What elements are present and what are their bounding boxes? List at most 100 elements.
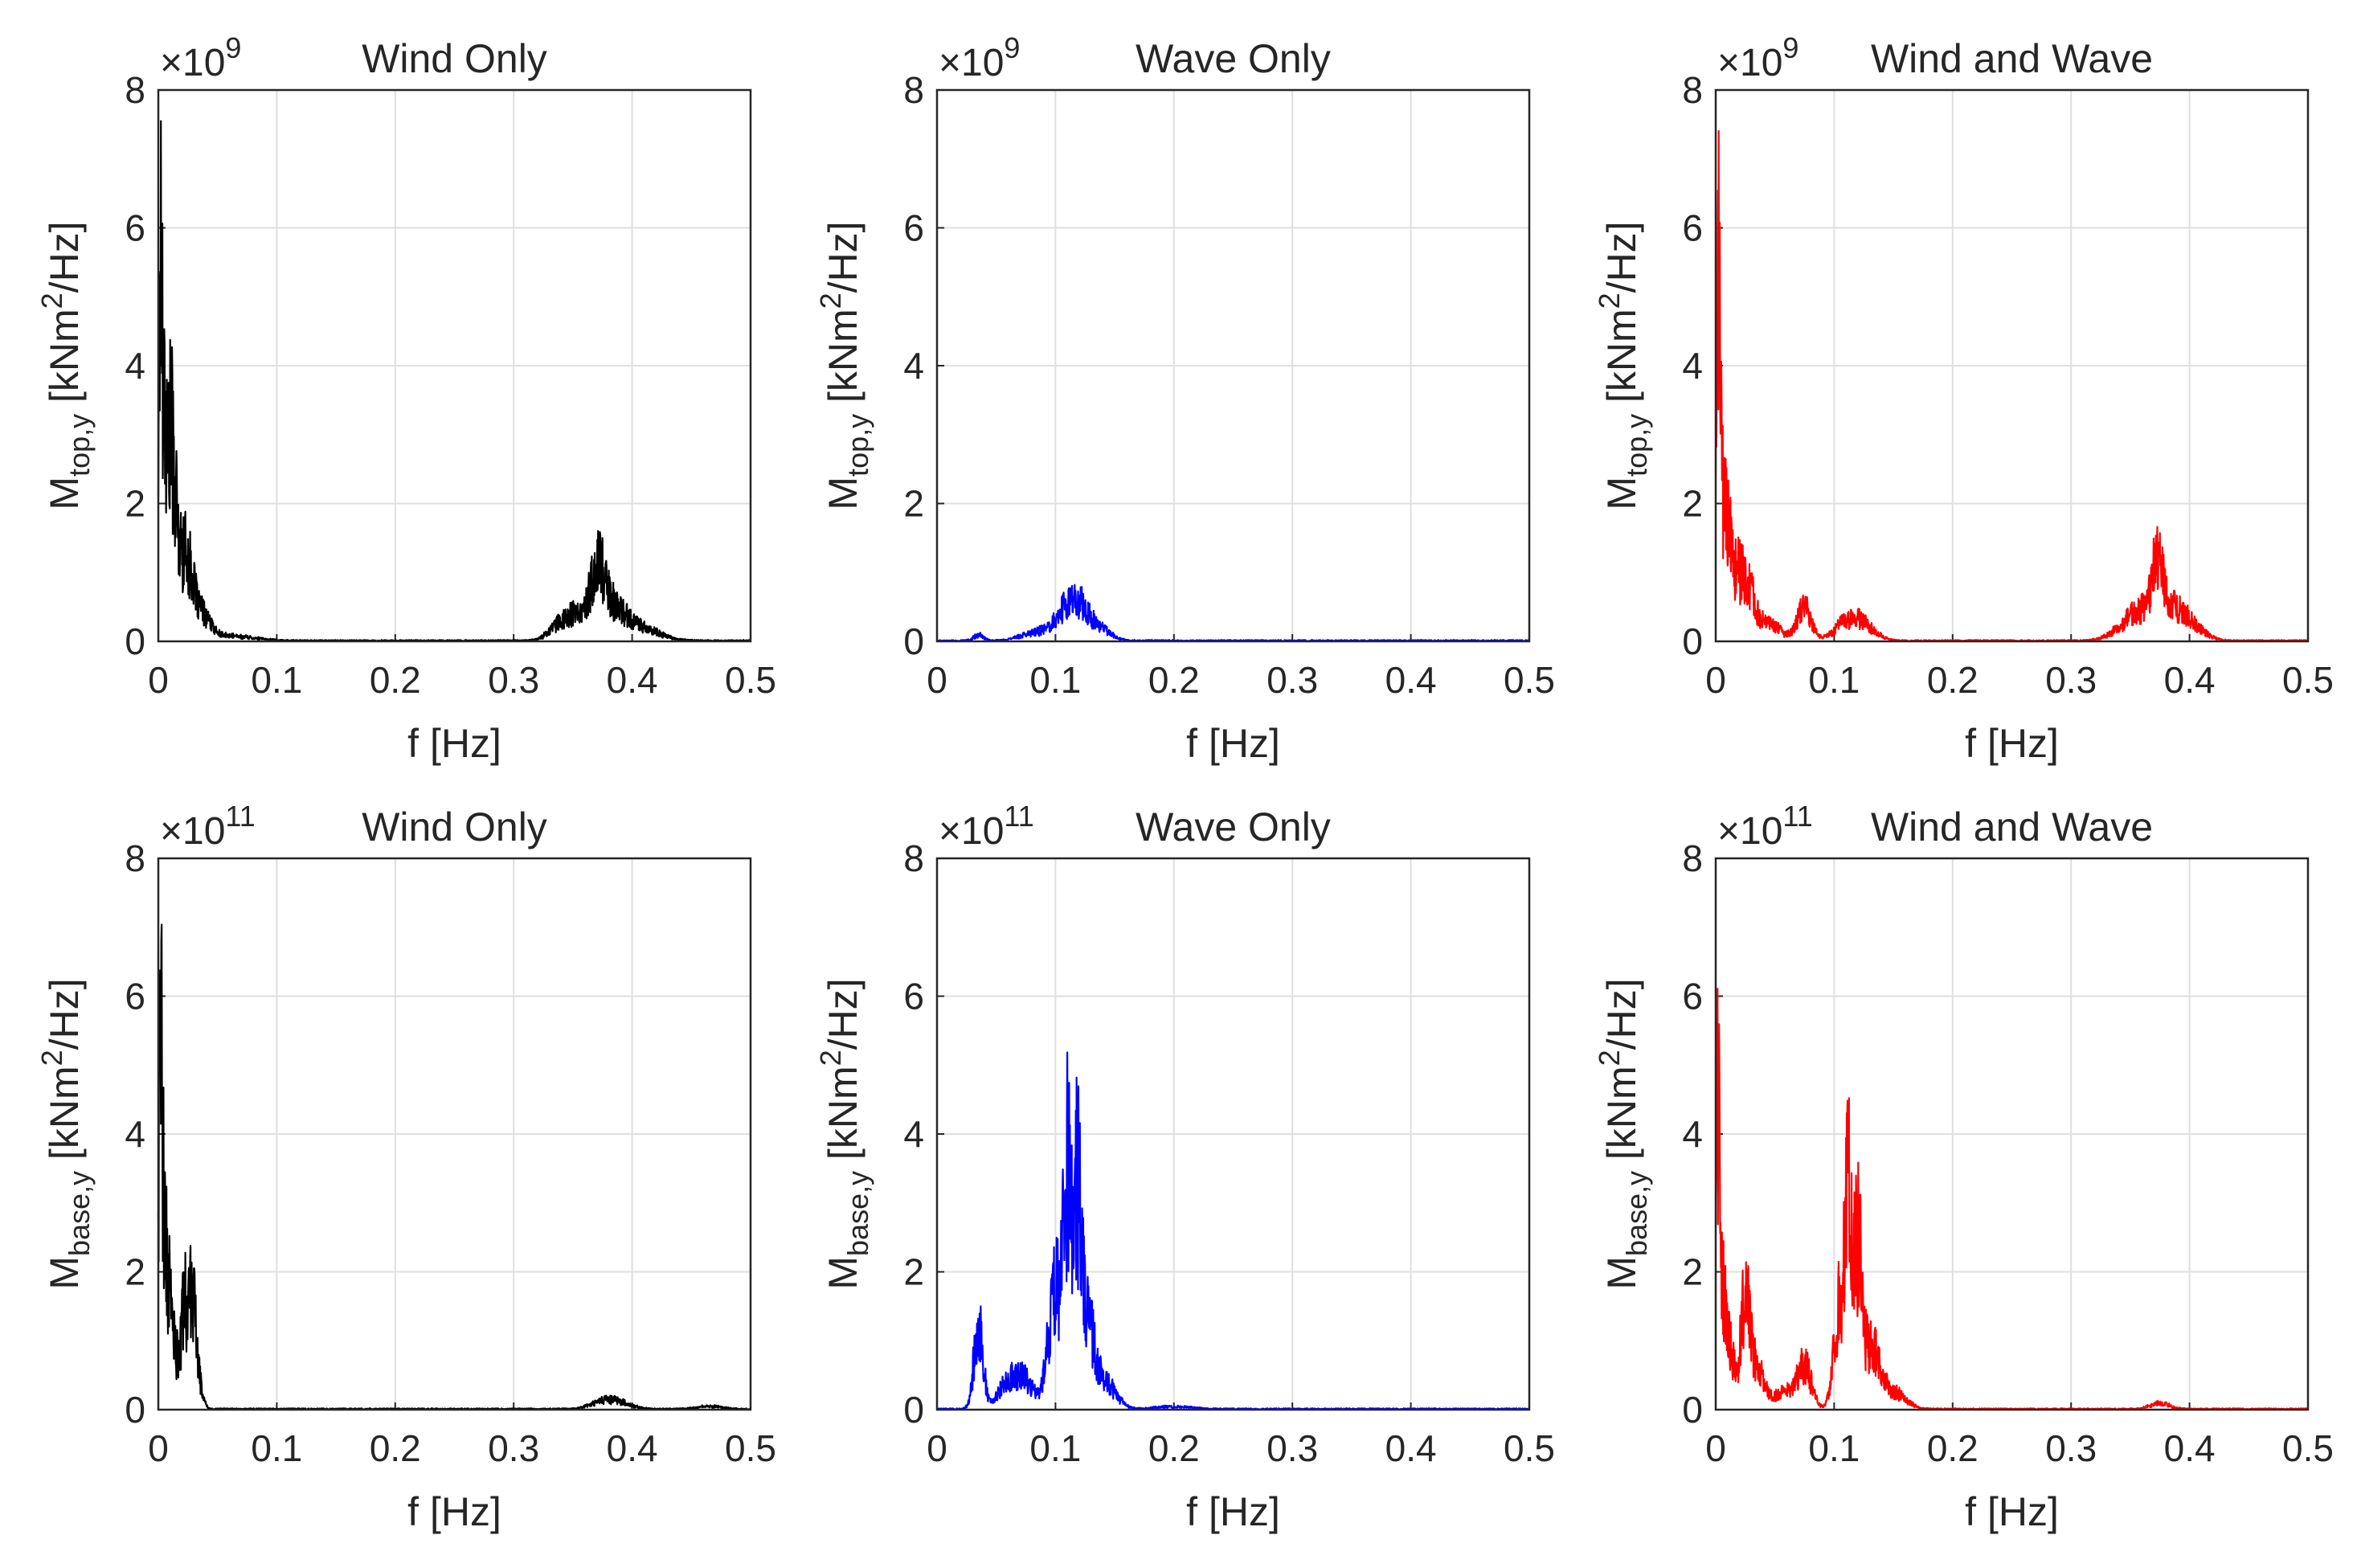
chart-panel-r1c2: 0 0.1 0.2 0.3 0.4 0.5 0 2 4 6 8 Wave Only ×109 f [Hz]…	[814, 31, 1555, 766]
axes-box	[935, 857, 1531, 1411]
x-tick-label: 0.4	[607, 659, 658, 701]
spectrum-series-line	[157, 120, 751, 643]
y-tick-label: 2	[1682, 483, 1703, 525]
x-tick-label: 0.2	[1927, 1427, 1978, 1469]
x-tick-label: 0.1	[1029, 1427, 1081, 1469]
y-tick-label: 8	[1682, 69, 1703, 111]
chart-title: Wave Only	[1136, 804, 1331, 850]
chart-title: Wind and Wave	[1871, 36, 2153, 81]
axes-box	[1714, 857, 2310, 1411]
x-tick-label: 0.4	[607, 1427, 658, 1469]
y-tick-label: 6	[1682, 976, 1703, 1017]
y-tick-label: 2	[125, 483, 145, 525]
x-tick-label: 0.5	[2282, 659, 2334, 701]
chart-title: Wave Only	[1136, 36, 1331, 81]
y-axis-label: Mbase,y [kNm2/Hz]	[814, 978, 874, 1289]
chart-panel-r1c1: 0 0.1 0.2 0.3 0.4 0.5 0 2 4 6 8 Wind Only ×109 f [Hz]…	[35, 31, 776, 766]
x-tick-label: 0.3	[1266, 1427, 1318, 1469]
y-exponent-label: ×109	[939, 31, 1020, 84]
x-tick-label: 0.1	[251, 1427, 302, 1469]
x-axis-label: f [Hz]	[1965, 721, 2059, 766]
y-tick-label: 0	[125, 620, 145, 662]
y-tick-label: 4	[125, 1113, 145, 1155]
x-tick-label: 0	[1705, 1427, 1726, 1469]
y-tick-label: 2	[125, 1251, 145, 1293]
x-tick-label: 0	[148, 1427, 169, 1469]
axes-box	[157, 88, 752, 643]
y-tick-label: 2	[1682, 1251, 1703, 1293]
x-tick-label: 0	[148, 659, 169, 701]
x-tick-label: 0.2	[1927, 659, 1978, 701]
y-tick-label: 2	[903, 1251, 924, 1293]
x-tick-label: 0.3	[1266, 659, 1318, 701]
x-tick-label: 0	[927, 659, 947, 701]
y-tick-label: 2	[903, 483, 924, 525]
axes-box	[157, 857, 752, 1411]
y-tick-label: 6	[903, 976, 924, 1017]
x-tick-label: 0.4	[2164, 1427, 2216, 1469]
axes-box	[935, 88, 1531, 643]
x-tick-label: 0.5	[2282, 1427, 2334, 1469]
x-tick-label: 0.4	[1385, 659, 1437, 701]
x-tick-label: 0.3	[488, 1427, 539, 1469]
y-tick-label: 0	[125, 1389, 145, 1431]
chart-panel-r2c3: 0 0.1 0.2 0.3 0.4 0.5 0 2 4 6 8 Wind and Wave ×1011 f…	[1593, 800, 2334, 1534]
x-tick-label: 0.1	[1029, 659, 1081, 701]
y-tick-label: 8	[1682, 837, 1703, 879]
y-axis-label: Mtop,y [kNm2/Hz]	[35, 221, 96, 510]
y-tick-label: 0	[1682, 620, 1703, 662]
x-tick-label: 0.1	[1808, 659, 1860, 701]
chart-panel-r1c3: 0 0.1 0.2 0.3 0.4 0.5 0 2 4 6 8 Wind and Wave ×109 f …	[1593, 31, 2334, 766]
x-tick-label: 0.1	[1808, 1427, 1860, 1469]
y-exponent-label: ×1011	[1717, 800, 1813, 853]
y-exponent-label: ×1011	[939, 800, 1034, 853]
x-tick-label: 0	[927, 1427, 947, 1469]
y-exponent-label: ×109	[1717, 31, 1798, 84]
y-tick-label: 0	[903, 1389, 924, 1431]
y-axis-label: Mtop,y [kNm2/Hz]	[814, 221, 874, 510]
chart-title: Wind Only	[362, 804, 547, 850]
x-tick-label: 0.5	[725, 1427, 776, 1469]
x-tick-label: 0.1	[251, 659, 302, 701]
axes-box	[1714, 88, 2310, 643]
y-tick-label: 6	[125, 207, 145, 249]
y-tick-label: 8	[125, 69, 145, 111]
chart-title: Wind Only	[362, 36, 547, 81]
y-tick-label: 4	[125, 345, 145, 387]
x-axis-label: f [Hz]	[407, 721, 501, 766]
x-tick-label: 0.3	[2045, 1427, 2097, 1469]
y-axis-label: Mtop,y [kNm2/Hz]	[1593, 221, 1653, 510]
y-tick-label: 4	[903, 1113, 924, 1155]
chart-panel-r2c2: 0 0.1 0.2 0.3 0.4 0.5 0 2 4 6 8 Wave Only ×1011 f [Hz…	[814, 800, 1555, 1534]
y-tick-label: 6	[125, 976, 145, 1017]
x-tick-label: 0.4	[1385, 1427, 1437, 1469]
x-axis-label: f [Hz]	[1186, 1489, 1280, 1534]
x-tick-label: 0.2	[370, 659, 421, 701]
x-tick-label: 0.2	[1148, 1427, 1200, 1469]
x-axis-label: f [Hz]	[1186, 721, 1280, 766]
y-tick-label: 4	[1682, 1113, 1703, 1155]
x-tick-label: 0.4	[2164, 659, 2216, 701]
chart-title: Wind and Wave	[1871, 804, 2153, 850]
x-tick-label: 0	[1705, 659, 1726, 701]
x-axis-label: f [Hz]	[407, 1489, 501, 1534]
y-tick-label: 8	[903, 837, 924, 879]
y-tick-label: 6	[903, 207, 924, 249]
x-axis-label: f [Hz]	[1965, 1489, 2059, 1534]
y-axis-label: Mbase,y [kNm2/Hz]	[1593, 978, 1653, 1289]
y-exponent-label: ×1011	[160, 800, 256, 853]
y-tick-label: 4	[1682, 345, 1703, 387]
y-tick-label: 0	[903, 620, 924, 662]
x-tick-label: 0.3	[2045, 659, 2097, 701]
y-axis-label: Mbase,y [kNm2/Hz]	[35, 978, 96, 1289]
x-tick-label: 0.5	[725, 659, 776, 701]
x-tick-label: 0.5	[1504, 659, 1555, 701]
y-exponent-label: ×109	[160, 31, 241, 84]
y-tick-label: 4	[903, 345, 924, 387]
y-tick-label: 6	[1682, 207, 1703, 249]
chart-panel-r2c1: 0 0.1 0.2 0.3 0.4 0.5 0 2 4 6 8 Wind Only ×1011 f [Hz…	[35, 800, 776, 1534]
x-tick-label: 0.3	[488, 659, 539, 701]
y-tick-label: 0	[1682, 1389, 1703, 1431]
y-tick-label: 8	[125, 837, 145, 879]
